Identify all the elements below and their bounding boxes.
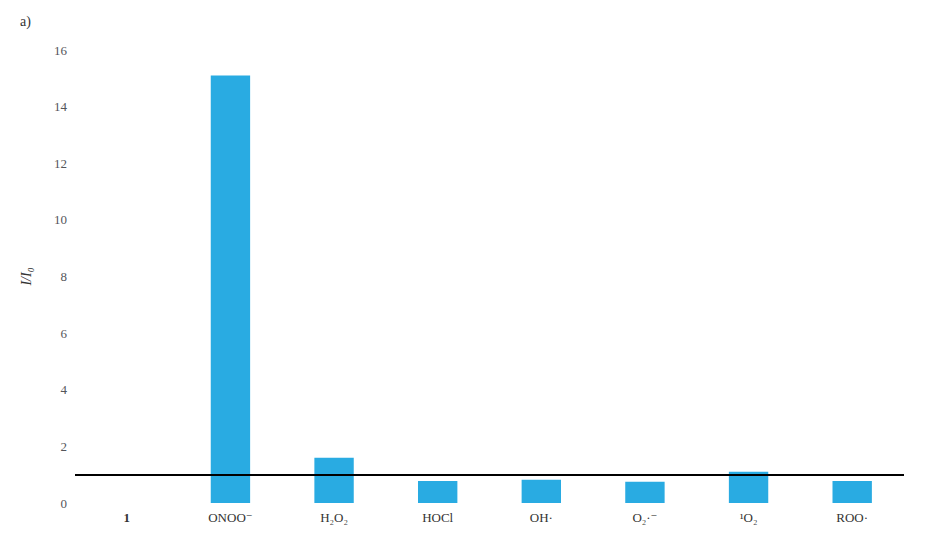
svg-text:ONOO⁻: ONOO⁻ [208, 510, 252, 525]
svg-text:1: 1 [124, 510, 131, 525]
svg-text:ROO·: ROO· [836, 510, 868, 525]
svg-text:6: 6 [61, 326, 68, 341]
svg-text:0: 0 [61, 496, 68, 511]
svg-text:a): a) [20, 14, 31, 30]
svg-text:14: 14 [54, 99, 68, 114]
svg-text:16: 16 [54, 43, 68, 58]
svg-text:OH·: OH· [530, 510, 553, 525]
svg-text:H₂O₂: H₂O₂ [320, 510, 348, 525]
svg-text:¹O₂: ¹O₂ [740, 510, 758, 525]
svg-text:O₂·⁻: O₂·⁻ [632, 510, 657, 525]
svg-text:2: 2 [61, 439, 68, 454]
svg-text:12: 12 [54, 156, 67, 171]
svg-text:HOCl: HOCl [422, 510, 453, 525]
svg-text:8: 8 [61, 269, 68, 284]
svg-text:4: 4 [61, 382, 68, 397]
svg-text:10: 10 [54, 212, 67, 227]
svg-text:I/I₀: I/I₀ [19, 267, 34, 286]
